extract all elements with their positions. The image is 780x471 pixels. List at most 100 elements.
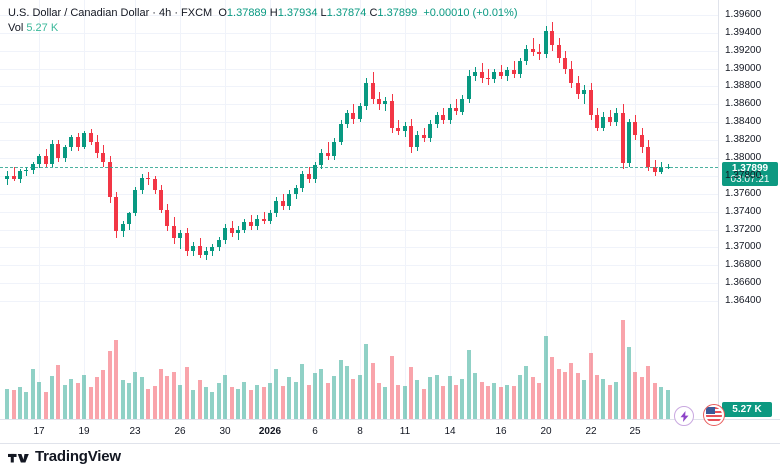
candle-body: [121, 224, 125, 232]
volume-bar: [287, 377, 291, 419]
volume-bar: [268, 383, 272, 419]
volume-bar: [473, 373, 477, 419]
bottom-bar: TradingView: [0, 443, 780, 471]
candle-wick: [668, 163, 669, 170]
time-axis-tick: 16: [495, 426, 507, 437]
candle-body: [12, 175, 16, 180]
candle-body: [499, 72, 503, 76]
candle-body: [473, 72, 477, 76]
volume-bar: [646, 365, 650, 419]
candle-body: [608, 116, 612, 123]
volume-bar: [178, 384, 182, 419]
price-axis-tick: 1.38600: [725, 98, 762, 110]
candlestick-series: [5, 22, 670, 419]
candle-body: [653, 166, 657, 173]
candle-body: [518, 61, 522, 74]
candle-body: [249, 222, 253, 226]
volume-bar: [499, 387, 503, 419]
volume-bar: [409, 367, 413, 419]
time-axis-tick: 6: [312, 426, 318, 437]
volume-bar: [351, 378, 355, 419]
gridline-vertical: [405, 0, 406, 419]
volume-bar: [165, 375, 169, 419]
candle-body: [627, 122, 631, 164]
volume-bar: [621, 319, 625, 419]
price-axis-tick: 1.36400: [725, 295, 762, 307]
volume-bar: [448, 375, 452, 419]
candle-body: [18, 171, 22, 180]
candle-body: [383, 100, 387, 105]
candle-body: [326, 152, 330, 157]
gridline-horizontal: [0, 247, 718, 248]
lightning-bolt-icon[interactable]: [674, 406, 694, 426]
candle-body: [557, 45, 561, 58]
candle-body: [364, 82, 368, 107]
gridline-horizontal: [0, 104, 718, 105]
gridline-vertical: [450, 0, 451, 419]
volume-bar: [274, 368, 278, 419]
volume-bar: [255, 384, 259, 419]
gridline-horizontal: [0, 158, 718, 159]
candle-body: [230, 227, 234, 234]
candle-body: [339, 124, 343, 142]
volume-bar: [633, 371, 637, 419]
volume-bar: [377, 383, 381, 419]
candle-body: [531, 48, 535, 53]
candle-body: [358, 106, 362, 119]
gridline-horizontal: [0, 86, 718, 87]
volume-bar: [191, 390, 195, 419]
time-axis-tick: 20: [540, 426, 552, 437]
price-axis[interactable]: 1.37899 03:07:21 5.27 K 1.39600 1.39400 1.…: [718, 0, 780, 419]
volume-bar: [653, 383, 657, 419]
time-axis-tick: 2026: [258, 426, 282, 437]
candle-body: [428, 124, 432, 139]
volume-bar: [518, 374, 522, 419]
gridline-horizontal: [0, 33, 718, 34]
tradingview-logo[interactable]: TradingView: [8, 448, 121, 465]
candle-body: [390, 100, 394, 128]
volume-bar: [390, 355, 394, 419]
candle-body: [178, 233, 182, 239]
volume-bar: [666, 390, 670, 419]
volume-legend-label: Vol: [8, 22, 24, 34]
candle-body: [332, 141, 336, 157]
time-axis[interactable]: 17 19 23 26 30 2026 6 8 11 14 16 20 22 25: [0, 419, 780, 444]
volume-bar: [544, 336, 548, 419]
candle-body: [524, 48, 528, 62]
candle-body: [614, 113, 618, 123]
candle-body: [217, 240, 221, 248]
candle-body: [281, 200, 285, 207]
candle-body: [31, 164, 35, 170]
volume-bar: [537, 383, 541, 419]
candle-body: [582, 90, 586, 94]
chart-plot-area[interactable]: [0, 0, 718, 419]
volume-bar: [101, 370, 105, 419]
candle-body: [486, 77, 490, 80]
price-axis-tick: 1.36800: [725, 259, 762, 271]
candle-body: [569, 68, 573, 83]
volume-bar: [76, 383, 80, 419]
volume-bar: [217, 383, 221, 419]
volume-bar: [467, 350, 471, 419]
volume-bar: [223, 374, 227, 419]
candle-body: [204, 250, 208, 255]
candle-body: [50, 143, 54, 165]
candle-body: [563, 57, 567, 69]
candle-body: [133, 190, 137, 214]
candle-body: [236, 229, 240, 234]
candle-body: [268, 213, 272, 221]
candle-body: [140, 177, 144, 191]
candle-wick: [180, 229, 181, 250]
gridline-vertical: [546, 0, 547, 419]
candle-body: [396, 127, 400, 132]
current-price-value: 1.37899: [731, 163, 769, 175]
candle-body: [422, 134, 426, 139]
gridline-vertical: [635, 0, 636, 419]
us-flag-icon[interactable]: [703, 404, 725, 426]
candle-body: [480, 72, 484, 78]
candle-body: [460, 98, 464, 112]
candle-body: [198, 245, 202, 255]
volume-bar: [454, 384, 458, 419]
candle-body: [505, 70, 509, 76]
volume-bar: [595, 374, 599, 419]
